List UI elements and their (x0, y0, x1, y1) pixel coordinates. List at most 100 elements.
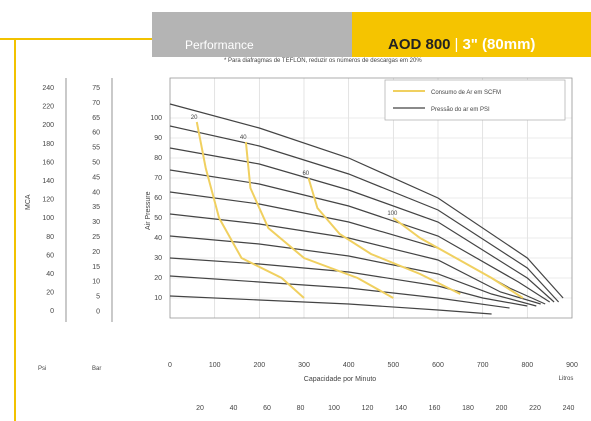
air-curve-label: 40 (240, 135, 247, 141)
psi-tick-label: 60 (46, 252, 54, 259)
bar-tick-label: 25 (92, 234, 100, 241)
pressure-curve-80 (169, 147, 555, 303)
pressure-curve-90 (169, 125, 560, 303)
psi-tick-label: 80 (46, 234, 54, 241)
bar-tick-label: 45 (92, 174, 100, 181)
y-tick-label: 50 (154, 215, 162, 222)
psi-axis-label: Psi (38, 366, 46, 372)
section-title: Performance (185, 38, 254, 52)
y-tick-label: 70 (154, 175, 162, 182)
bar-tick-label: 0 (96, 309, 100, 316)
air-curve-40 (244, 141, 394, 299)
x-tick-label: 0 (168, 362, 172, 369)
x-tick-label: 700 (477, 362, 489, 369)
gpm-tick-label: 220 (529, 405, 541, 412)
bar-tick-label: 55 (92, 145, 100, 152)
x-axis-label: Capacidade por Minuto (304, 376, 376, 383)
legend-pressure-label: Pressão do ar em PSI (431, 107, 490, 113)
pressure-curve-20 (169, 275, 510, 309)
x-tick-label: 200 (253, 362, 265, 369)
model-title: AOD 800 | 3" (80mm) (388, 36, 535, 53)
gpm-tick-label: 240 (563, 405, 575, 412)
model-size: 3" (80mm) (462, 36, 536, 53)
x-tick-label: 300 (298, 362, 310, 369)
pressure-curve-50 (169, 213, 541, 305)
air-curve-label: 100 (387, 211, 398, 217)
gpm-tick-label: 120 (362, 405, 374, 412)
y-tick-label: 40 (154, 235, 162, 242)
model-name: AOD 800 (388, 36, 451, 53)
pressure-curve-100 (169, 103, 564, 299)
gpm-tick-label: 20 (196, 405, 204, 412)
brand-frame-top (0, 38, 152, 40)
x-tick-label: 100 (209, 362, 221, 369)
gpm-tick-label: 60 (263, 405, 271, 412)
psi-tick-label: 20 (46, 290, 54, 297)
legend-air-label: Consumo de Ar em SCFM (431, 90, 501, 96)
bar-tick-label: 75 (92, 85, 100, 92)
mca-axis-label: MCA (25, 194, 32, 210)
y-tick-label: 100 (150, 115, 162, 122)
gpm-tick-label: 160 (429, 405, 441, 412)
gpm-tick-label: 200 (496, 405, 508, 412)
header-section-bar (152, 12, 352, 57)
x-tick-label: 800 (521, 362, 533, 369)
bar-tick-label: 35 (92, 204, 100, 211)
bar-tick-label: 15 (92, 264, 100, 271)
bar-tick-label: 20 (92, 249, 100, 256)
psi-tick-label: 200 (42, 122, 54, 129)
air-curve-100 (392, 217, 524, 299)
y-tick-label: 80 (154, 155, 162, 162)
air-curve-20 (195, 121, 305, 299)
air-curve-60 (307, 177, 461, 295)
gpm-tick-label: 180 (462, 405, 474, 412)
psi-tick-label: 140 (42, 178, 54, 185)
psi-tick-label: 100 (42, 215, 54, 222)
bar-tick-label: 60 (92, 130, 100, 137)
pressure-curve-30 (169, 257, 528, 307)
bar-tick-label: 10 (92, 279, 100, 286)
y-tick-label: 10 (154, 295, 162, 302)
bar-axis-label: Bar (92, 366, 101, 372)
pressure-curve-60 (169, 191, 546, 305)
y-tick-label: 30 (154, 255, 162, 262)
bar-tick-label: 65 (92, 115, 100, 122)
gpm-tick-label: 80 (297, 405, 305, 412)
psi-tick-label: 0 (50, 308, 54, 315)
teflon-note: * Para diafragmas de TEFLON, reduzir os … (224, 58, 422, 64)
bar-tick-label: 40 (92, 189, 100, 196)
y-axis-label: Air Pressure (145, 191, 152, 230)
y-tick-label: 60 (154, 195, 162, 202)
gpm-tick-label: 100 (328, 405, 340, 412)
plot-border (169, 77, 573, 319)
x-tick-label: 600 (432, 362, 444, 369)
psi-tick-label: 220 (42, 104, 54, 111)
brand-frame-left (14, 38, 16, 421)
air-curve-label: 20 (191, 115, 198, 121)
psi-tick-label: 180 (42, 141, 54, 148)
air-curve-label: 60 (302, 171, 309, 177)
gpm-tick-label: 40 (230, 405, 238, 412)
bar-tick-label: 5 (96, 294, 100, 301)
gpm-tick-label: 140 (395, 405, 407, 412)
x-tick-label: 500 (387, 362, 399, 369)
model-separator: | (454, 36, 459, 53)
psi-tick-label: 240 (42, 85, 54, 92)
pressure-curve-40 (169, 235, 537, 307)
x-tick-label: 900 (566, 362, 578, 369)
x-unit-label: Litros (559, 376, 574, 382)
psi-tick-label: 40 (46, 271, 54, 278)
psi-tick-label: 160 (42, 159, 54, 166)
y-tick-label: 90 (154, 135, 162, 142)
x-tick-label: 400 (343, 362, 355, 369)
header-model-bar (352, 12, 591, 57)
bar-tick-label: 30 (92, 219, 100, 226)
bar-tick-label: 70 (92, 100, 100, 107)
pressure-curve-10 (169, 295, 492, 315)
legend-box (384, 79, 566, 121)
y-tick-label: 20 (154, 275, 162, 282)
psi-tick-label: 120 (42, 197, 54, 204)
bar-tick-label: 50 (92, 160, 100, 167)
pressure-curve-70 (169, 169, 551, 303)
